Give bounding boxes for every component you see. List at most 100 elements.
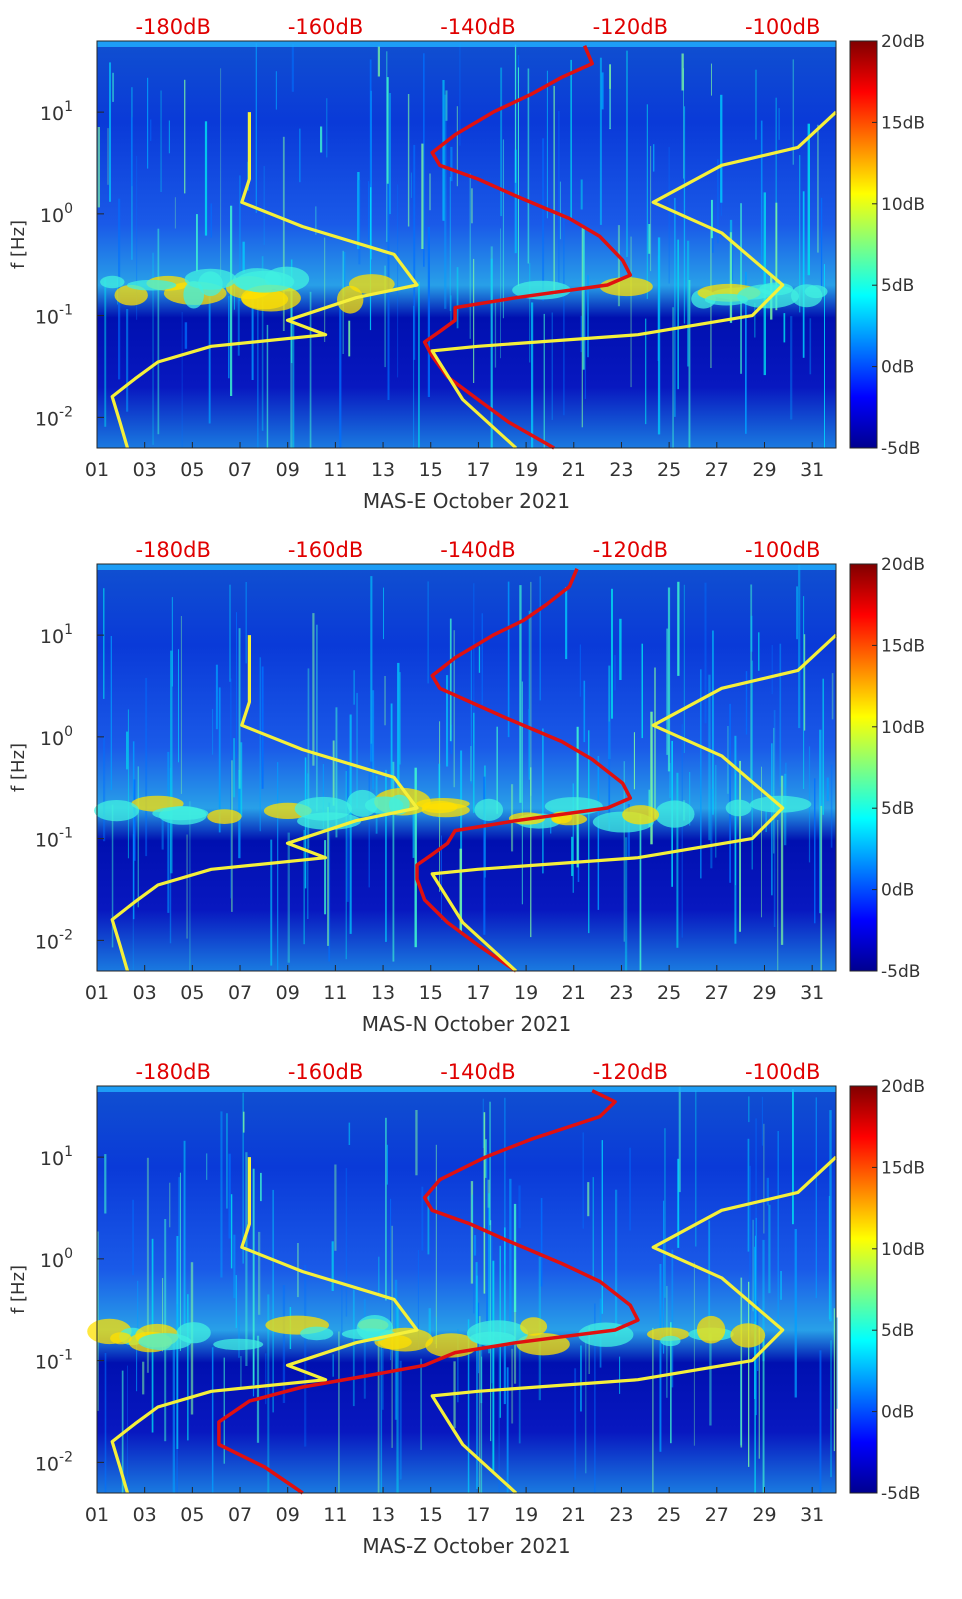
x-tick-label: 17 [466, 459, 490, 481]
streak [677, 1158, 680, 1248]
band-blob [737, 284, 799, 309]
streak [683, 68, 684, 179]
streak [230, 1194, 233, 1269]
streak [623, 761, 625, 942]
streak [630, 236, 632, 388]
streak [415, 1110, 418, 1176]
band-blob [213, 1338, 264, 1351]
streak [239, 175, 241, 302]
streak [645, 318, 647, 425]
streak [584, 290, 586, 399]
streak [309, 291, 312, 448]
streak [104, 278, 107, 427]
streak [762, 1239, 765, 1362]
streak [760, 120, 763, 274]
streak [328, 802, 331, 962]
top-db-label: -140dB [440, 538, 515, 562]
streak [368, 181, 370, 242]
streak [599, 57, 602, 225]
streak [470, 1181, 474, 1284]
band-blob [138, 1333, 192, 1351]
band-blob [474, 798, 504, 822]
streak [565, 587, 568, 660]
x-tick-label: 21 [562, 459, 586, 481]
streak [542, 138, 545, 301]
streak [380, 1321, 383, 1493]
colorbar-tick-label: 20dB [881, 555, 925, 575]
streak [282, 1285, 286, 1403]
streak [386, 1144, 388, 1185]
top-db-label: -100dB [745, 1060, 820, 1084]
colorbar-tick-label: 20dB [881, 1077, 925, 1097]
x-axis-label: MAS-N October 2021 [362, 1012, 571, 1036]
microseism-band [100, 266, 828, 314]
streak [410, 172, 412, 198]
streak [162, 1278, 164, 1352]
streak [352, 1289, 355, 1407]
streak [814, 778, 816, 924]
streak [473, 712, 475, 813]
model-curve-1 [110, 635, 419, 972]
streak [687, 240, 690, 367]
band-blob [730, 1323, 766, 1348]
colorbar-tick-label: 15dB [881, 113, 925, 133]
streak [639, 814, 642, 971]
streak [147, 77, 149, 169]
streak [478, 646, 481, 673]
streak [807, 123, 810, 276]
streak [819, 1350, 822, 1493]
streak [754, 303, 756, 338]
streak [542, 728, 544, 874]
streak [563, 211, 565, 416]
streak [588, 730, 590, 934]
streak [233, 1234, 236, 1299]
streak [830, 764, 833, 848]
streak [215, 664, 218, 730]
streak [506, 1367, 509, 1493]
streak [357, 172, 360, 250]
streak [341, 1286, 343, 1341]
streak [720, 94, 723, 203]
streak [196, 214, 198, 272]
streak [732, 241, 734, 281]
colorbar-tick-label: 10dB [881, 718, 925, 738]
streak [671, 1249, 674, 1388]
streak [130, 117, 133, 187]
top-db-label: -100dB [745, 538, 820, 562]
streak [729, 703, 731, 883]
streak [500, 67, 503, 217]
streak [747, 1138, 750, 1252]
x-tick-label: 03 [133, 982, 157, 1004]
streak [136, 155, 138, 320]
colorbar-tick-label: 0dB [881, 1403, 914, 1423]
streak [418, 281, 420, 448]
x-tick-label: 01 [85, 982, 109, 1004]
x-tick-label: 17 [466, 982, 490, 1004]
streak [750, 584, 753, 783]
top-db-label: -120dB [593, 1060, 668, 1084]
colorbar-tick-label: 5dB [881, 1321, 914, 1341]
streak [663, 1200, 665, 1354]
streak [178, 1177, 180, 1336]
x-tick-label: 25 [657, 459, 681, 481]
microseism-band [87, 1315, 766, 1358]
streak [277, 762, 279, 971]
streak [481, 613, 483, 705]
streak [104, 1154, 107, 1214]
streak [427, 227, 430, 397]
streak [654, 667, 656, 819]
streak [761, 766, 762, 918]
streak [672, 307, 674, 448]
streak [132, 1199, 134, 1276]
streak [664, 1128, 666, 1298]
streak [218, 687, 221, 833]
streak [382, 1348, 384, 1410]
band-blob [159, 806, 207, 825]
band-blob [94, 800, 140, 822]
streak [822, 678, 824, 815]
x-tick-label: 25 [657, 1504, 681, 1526]
band-blob [520, 1317, 548, 1336]
streak [580, 1345, 582, 1412]
streak [204, 121, 208, 236]
streak [779, 643, 782, 787]
